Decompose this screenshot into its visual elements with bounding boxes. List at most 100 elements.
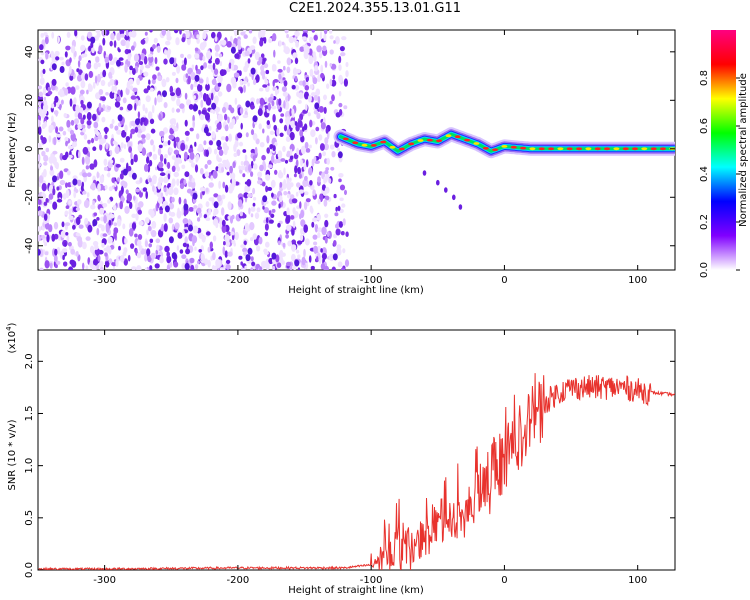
noise-dot (250, 97, 256, 104)
noise-dot (222, 246, 226, 255)
noise-dot (199, 167, 204, 175)
noise-dot (89, 163, 95, 170)
noise-dot (207, 64, 213, 70)
noise-dot (308, 255, 312, 263)
noise-blob (192, 192, 198, 200)
echo-core (650, 147, 657, 151)
noise-dot (169, 261, 173, 268)
noise-dot (273, 159, 277, 165)
noise-dot (217, 82, 222, 87)
noise-dot (284, 30, 289, 34)
noise-dot (334, 212, 339, 217)
noise-dot (68, 208, 72, 217)
noise-dot (271, 100, 275, 107)
noise-dot (303, 191, 309, 196)
noise-dot (80, 35, 85, 41)
noise-dot (259, 142, 265, 148)
noise-dot (299, 46, 305, 52)
spectrogram-y-tick-label: -40 (24, 238, 35, 254)
noise-dot (227, 251, 233, 257)
noise-dot (159, 209, 163, 215)
noise-dot (338, 74, 343, 84)
noise-dot (296, 182, 301, 188)
noise-dot (185, 30, 190, 39)
noise-dot (153, 37, 158, 44)
noise-dot (336, 147, 340, 152)
noise-dot (169, 85, 174, 94)
noise-dot (245, 132, 249, 138)
noise-dot (217, 113, 223, 122)
noise-dot (96, 217, 100, 221)
noise-dot (252, 133, 258, 141)
noise-dot (328, 30, 333, 34)
noise-dot (181, 37, 186, 43)
noise-dot (72, 224, 76, 230)
noise-dot (152, 184, 155, 192)
noise-blob (38, 248, 41, 256)
noise-dot (273, 49, 276, 58)
noise-dot (226, 41, 232, 48)
noise-dot (146, 156, 150, 164)
noise-dot (224, 250, 228, 258)
noise-dot (59, 104, 62, 111)
noise-dot (74, 118, 79, 125)
noise-dot (217, 157, 223, 163)
noise-dot (111, 85, 115, 94)
noise-dot (208, 140, 213, 146)
noise-dot (311, 30, 315, 33)
noise-dot (228, 62, 232, 69)
noise-dot (329, 144, 335, 150)
echo-core (482, 146, 489, 150)
noise-dot (336, 244, 342, 250)
noise-dot (222, 163, 226, 168)
noise-dot (173, 140, 177, 149)
noise-dot (217, 166, 222, 173)
noise-dot (324, 213, 329, 218)
noise-dot (148, 53, 153, 58)
noise-dot (101, 30, 107, 37)
noise-dot (129, 132, 133, 139)
noise-dot (302, 80, 306, 87)
noise-dot (115, 163, 121, 168)
noise-dot (322, 151, 326, 157)
snr-y-label: SNR (10 * v/v) (7, 419, 18, 490)
noise-dot (279, 132, 284, 137)
noise-dot (233, 72, 240, 78)
noise-blob (216, 139, 222, 147)
noise-dot (96, 171, 100, 179)
echo-core (370, 144, 377, 147)
noise-dot (162, 127, 169, 134)
noise-dot (109, 213, 115, 219)
noise-dot (112, 140, 117, 145)
echo-core (622, 147, 629, 151)
spectrogram-x-tick-label: 100 (628, 275, 647, 286)
noise-dot (76, 236, 83, 243)
echo-core (380, 140, 387, 144)
noise-dot (320, 122, 326, 130)
noise-dot (265, 185, 269, 193)
noise-dot (143, 56, 148, 65)
noise-dot (108, 186, 113, 192)
noise-blob (52, 175, 57, 183)
noise-dot (344, 259, 350, 267)
noise-dot (224, 184, 229, 193)
noise-dot (225, 259, 231, 264)
noise-dot (285, 214, 291, 224)
noise-dot (221, 219, 226, 227)
noise-dot (260, 30, 266, 36)
noise-dot (278, 203, 281, 209)
noise-dot (54, 161, 59, 169)
noise-dot (176, 245, 180, 251)
noise-dot (317, 176, 321, 183)
noise-dot (159, 154, 164, 162)
spectrogram-y-tick-label: 40 (24, 45, 35, 58)
noise-dot (109, 78, 115, 86)
noise-dot (78, 55, 82, 62)
noise-dot (82, 241, 87, 250)
noise-dot (214, 68, 219, 75)
noise-dot (271, 192, 274, 198)
noise-dot (165, 40, 171, 46)
noise-dot (91, 264, 97, 270)
noise-dot (97, 134, 102, 140)
noise-dot (250, 267, 254, 270)
